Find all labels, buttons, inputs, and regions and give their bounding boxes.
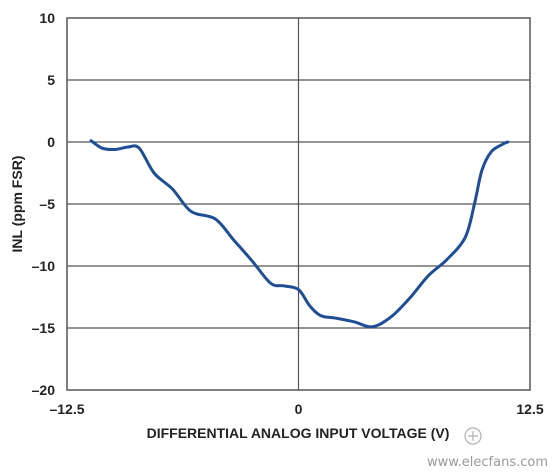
y-tick-label: 0 — [47, 134, 55, 150]
x-tick-label: 12.5 — [516, 401, 543, 417]
watermark: www.elecfans.com — [427, 427, 548, 470]
y-tick-label: –20 — [32, 382, 56, 398]
x-tick-labels: –12.5 0 12.5 — [49, 401, 543, 417]
y-tick-label: –5 — [39, 196, 55, 212]
y-tick-label: –15 — [32, 320, 56, 336]
x-tick-label: 0 — [295, 401, 303, 417]
y-tick-label: –10 — [32, 258, 56, 274]
y-tick-label: 10 — [39, 10, 55, 26]
y-tick-label: 5 — [47, 72, 55, 88]
x-tick-label: –12.5 — [49, 401, 84, 417]
watermark-text: www.elecfans.com — [427, 455, 548, 470]
y-axis-title: INL (ppm FSR) — [9, 156, 25, 253]
inl-curve — [89, 139, 510, 329]
y-tick-labels: 10 5 0 –5 –10 –15 –20 — [32, 10, 56, 398]
watermark-logo-icon — [464, 427, 482, 445]
x-axis-title: DIFFERENTIAL ANALOG INPUT VOLTAGE (V) — [147, 425, 450, 441]
